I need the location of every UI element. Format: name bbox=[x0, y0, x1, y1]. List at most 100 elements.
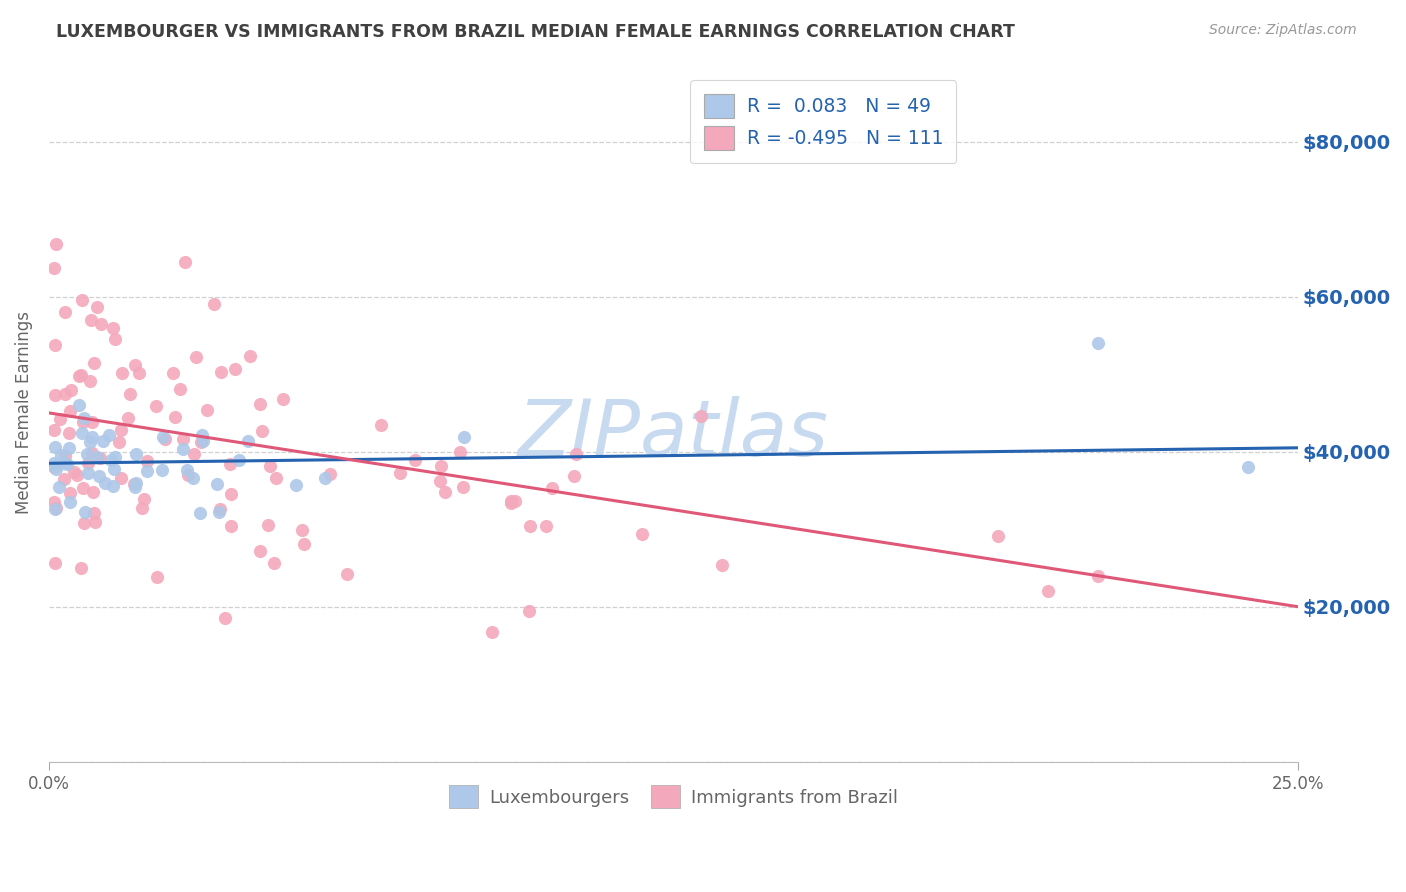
Point bbox=[125, 476, 148, 491]
Point bbox=[208, 505, 231, 519]
Point bbox=[145, 399, 167, 413]
Point bbox=[55, 305, 77, 319]
Point bbox=[128, 366, 150, 380]
Point bbox=[58, 441, 80, 455]
Point bbox=[100, 453, 122, 467]
Point bbox=[271, 392, 294, 406]
Point bbox=[219, 487, 242, 501]
Point bbox=[111, 366, 134, 380]
Point bbox=[82, 446, 104, 460]
Point bbox=[58, 486, 80, 500]
Point bbox=[45, 461, 67, 475]
Point bbox=[152, 430, 174, 444]
Point bbox=[481, 625, 503, 640]
Point bbox=[190, 434, 212, 449]
Point bbox=[124, 447, 146, 461]
Point bbox=[69, 560, 91, 574]
Point bbox=[86, 450, 108, 465]
Point bbox=[110, 423, 132, 437]
Point bbox=[124, 358, 146, 372]
Point bbox=[292, 537, 315, 551]
Point bbox=[72, 481, 94, 495]
Point bbox=[453, 430, 475, 444]
Point bbox=[987, 528, 1010, 542]
Point bbox=[191, 434, 214, 448]
Point bbox=[429, 474, 451, 488]
Point bbox=[91, 434, 114, 449]
Point bbox=[83, 356, 105, 370]
Point bbox=[499, 496, 522, 510]
Point bbox=[214, 611, 236, 625]
Point bbox=[45, 458, 67, 472]
Point bbox=[42, 460, 65, 475]
Point bbox=[66, 467, 89, 482]
Point bbox=[73, 410, 96, 425]
Point bbox=[45, 500, 67, 515]
Point bbox=[86, 300, 108, 314]
Point bbox=[48, 480, 70, 494]
Point bbox=[541, 481, 564, 495]
Point bbox=[131, 501, 153, 516]
Point bbox=[188, 506, 211, 520]
Point bbox=[79, 434, 101, 449]
Point bbox=[249, 544, 271, 558]
Point bbox=[177, 467, 200, 482]
Point bbox=[44, 388, 66, 402]
Point bbox=[209, 365, 232, 379]
Point bbox=[59, 404, 82, 418]
Point bbox=[202, 297, 225, 311]
Point bbox=[250, 425, 273, 439]
Point bbox=[236, 434, 259, 448]
Point bbox=[519, 519, 541, 533]
Point bbox=[51, 448, 73, 462]
Point bbox=[55, 449, 77, 463]
Point bbox=[103, 321, 125, 335]
Point bbox=[104, 450, 127, 465]
Point bbox=[181, 471, 204, 485]
Point bbox=[136, 453, 159, 467]
Point bbox=[224, 362, 246, 376]
Point bbox=[44, 556, 66, 570]
Y-axis label: Median Female Earnings: Median Female Earnings bbox=[15, 311, 32, 515]
Point bbox=[499, 493, 522, 508]
Point bbox=[44, 338, 66, 352]
Point bbox=[103, 461, 125, 475]
Point bbox=[221, 519, 243, 533]
Point bbox=[205, 477, 228, 491]
Point bbox=[172, 432, 194, 446]
Point bbox=[58, 426, 80, 441]
Point bbox=[370, 418, 392, 433]
Point bbox=[79, 313, 101, 327]
Point bbox=[72, 415, 94, 429]
Point bbox=[505, 493, 527, 508]
Point bbox=[1087, 568, 1109, 582]
Point bbox=[76, 467, 98, 481]
Point bbox=[195, 402, 218, 417]
Point bbox=[186, 350, 208, 364]
Point bbox=[565, 446, 588, 460]
Point bbox=[42, 260, 65, 275]
Point bbox=[79, 375, 101, 389]
Point bbox=[228, 453, 250, 467]
Point bbox=[55, 457, 77, 471]
Point bbox=[336, 567, 359, 582]
Point bbox=[75, 505, 97, 519]
Point bbox=[59, 494, 82, 508]
Point bbox=[259, 459, 281, 474]
Point bbox=[63, 466, 86, 480]
Point bbox=[689, 409, 711, 424]
Point bbox=[191, 428, 214, 442]
Point bbox=[103, 479, 125, 493]
Point bbox=[98, 427, 121, 442]
Point bbox=[42, 495, 65, 509]
Point bbox=[451, 480, 474, 494]
Point bbox=[77, 456, 100, 470]
Point bbox=[172, 442, 194, 457]
Point bbox=[76, 447, 98, 461]
Point bbox=[257, 517, 280, 532]
Point bbox=[72, 425, 94, 440]
Point bbox=[67, 398, 90, 412]
Point bbox=[67, 368, 90, 383]
Point bbox=[208, 502, 231, 516]
Point bbox=[107, 434, 129, 449]
